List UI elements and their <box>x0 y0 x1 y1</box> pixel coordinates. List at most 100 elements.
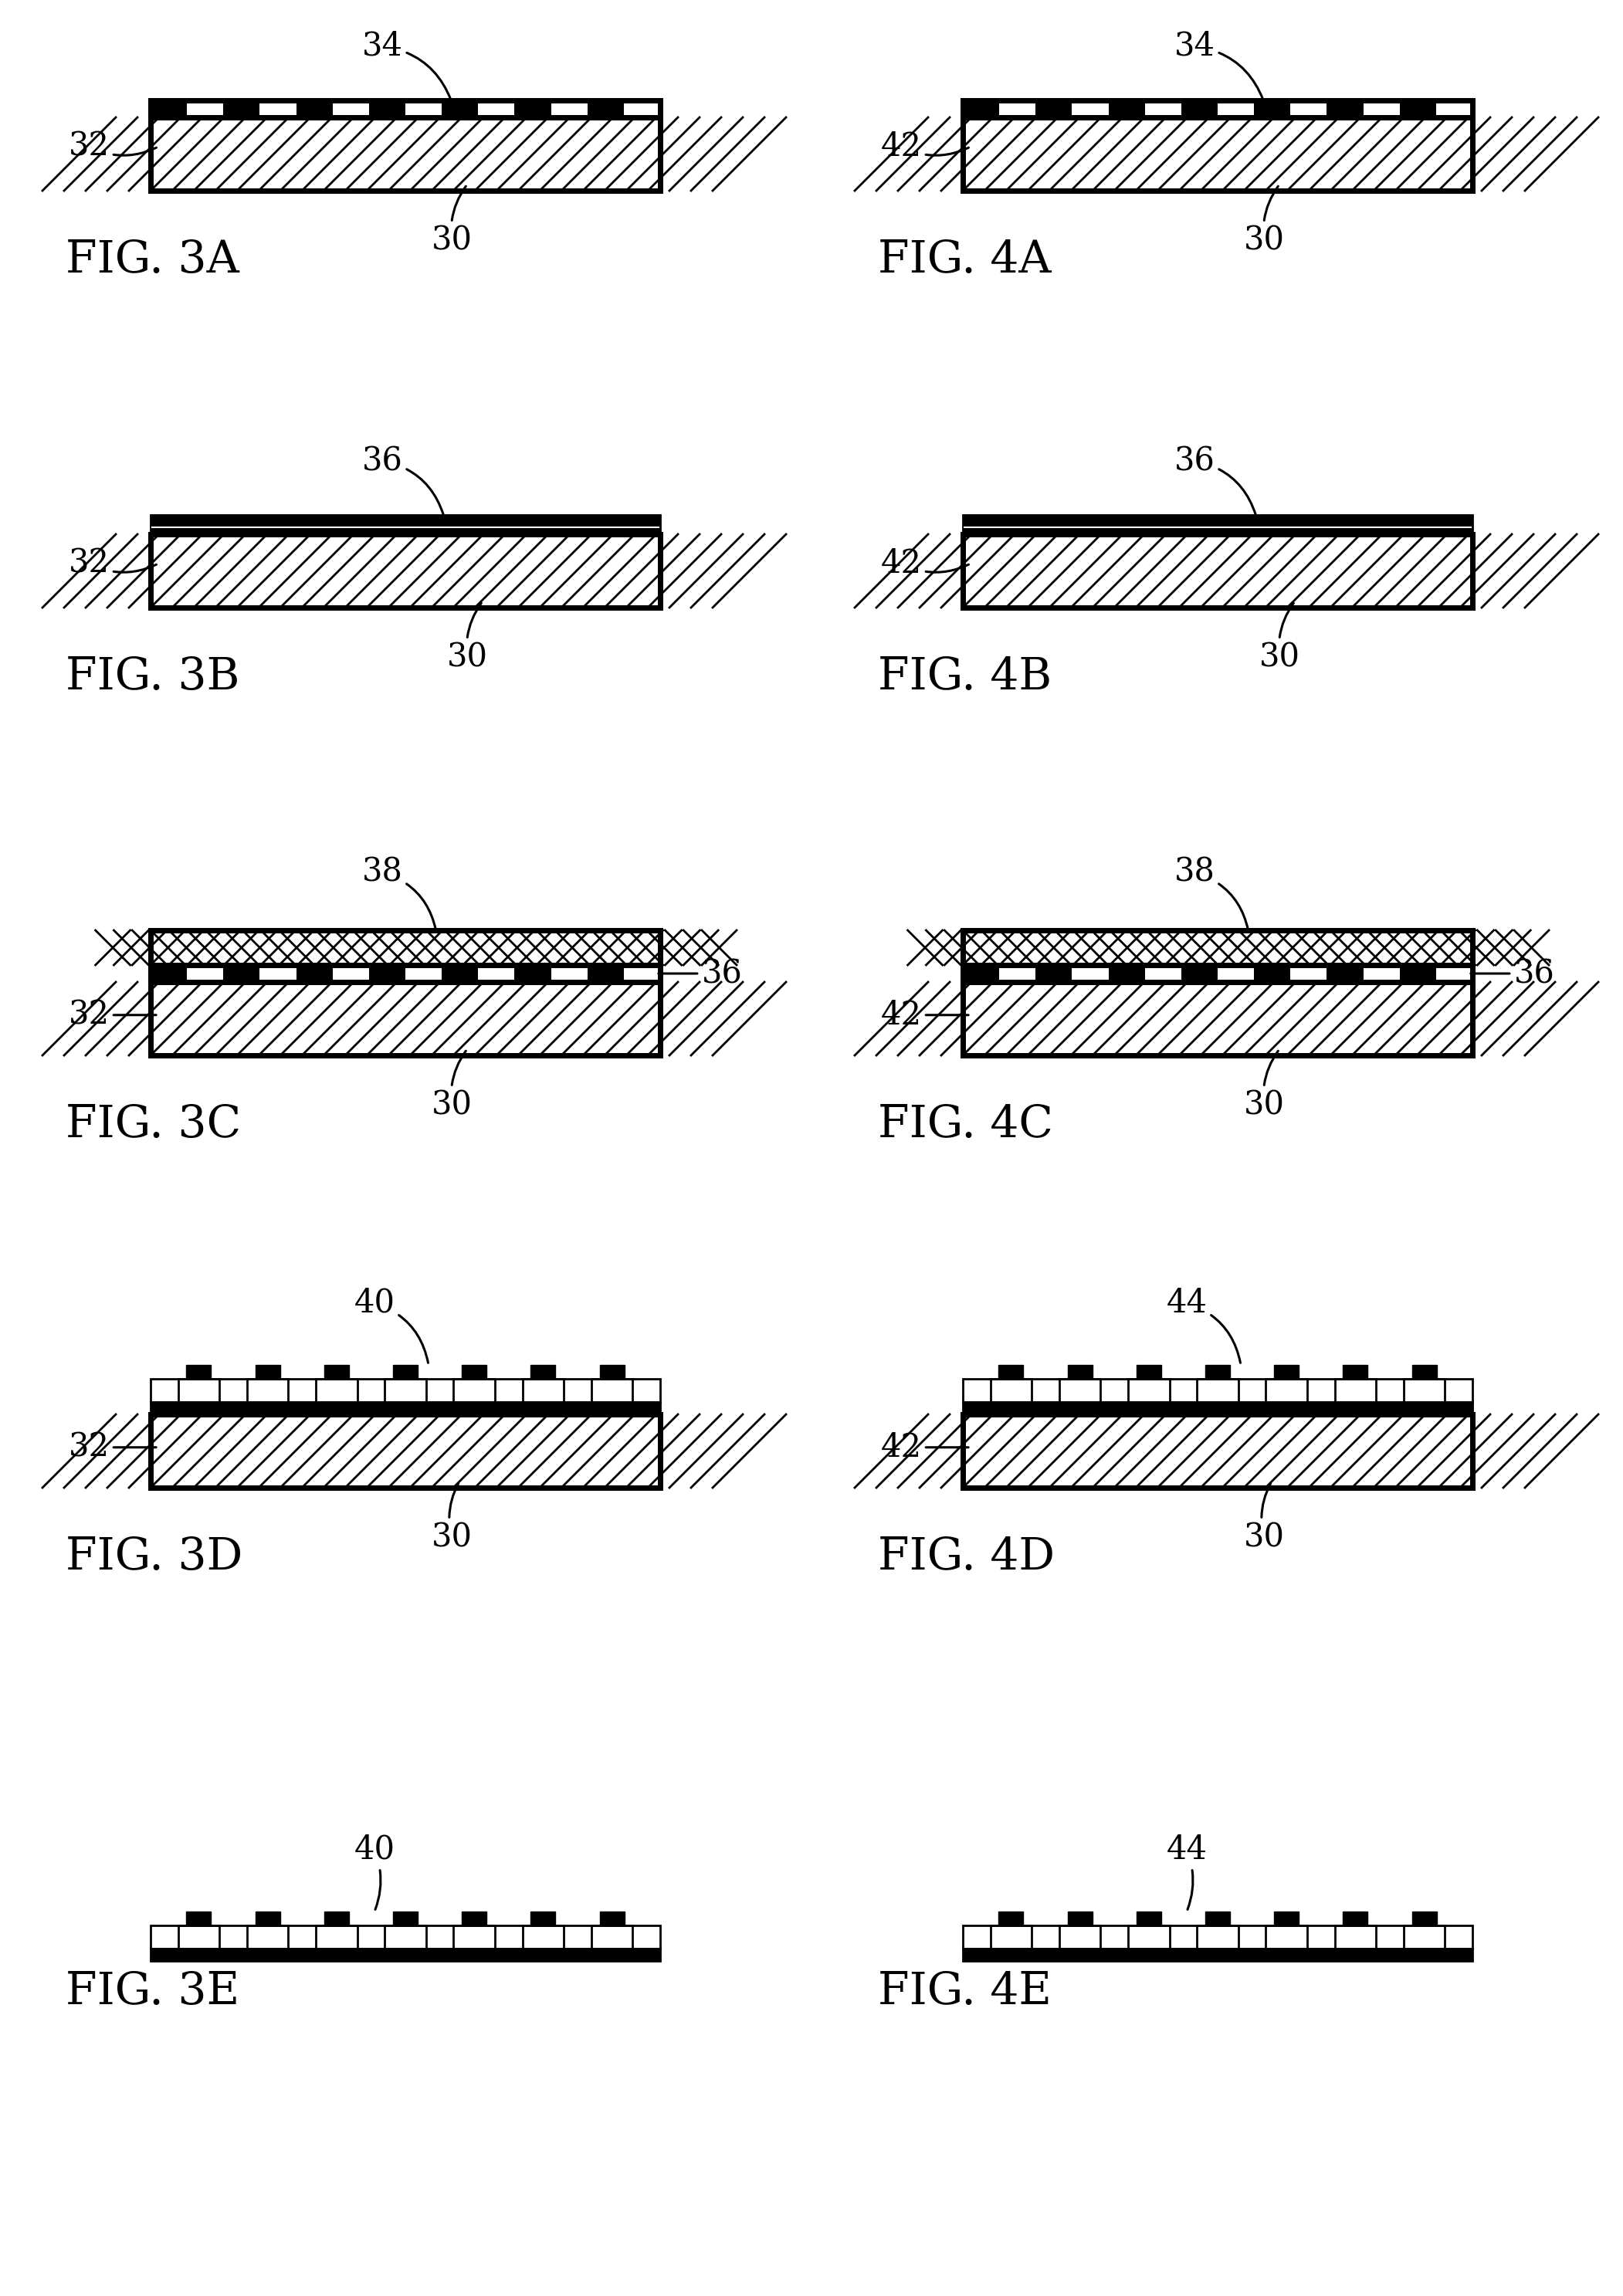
Bar <box>1206 1364 1230 1380</box>
Text: 34: 34 <box>1173 30 1263 101</box>
Bar <box>962 930 1472 964</box>
Bar <box>316 1926 357 1949</box>
Bar <box>962 514 1472 535</box>
Bar <box>151 101 187 117</box>
Bar <box>368 101 406 117</box>
Bar <box>179 1926 219 1949</box>
Text: 30: 30 <box>1243 1052 1284 1123</box>
Bar <box>1198 1926 1238 1949</box>
Bar <box>962 964 1472 983</box>
Bar <box>295 101 333 117</box>
Text: 36: 36 <box>362 445 443 514</box>
Bar <box>463 1913 487 1926</box>
Bar <box>1109 964 1144 983</box>
Bar <box>187 1913 211 1926</box>
Bar <box>1255 101 1290 117</box>
Bar <box>998 1913 1024 1926</box>
Text: 38: 38 <box>362 856 437 930</box>
Bar <box>1328 964 1363 983</box>
Bar <box>179 1380 219 1403</box>
Bar <box>550 101 588 117</box>
Bar <box>1436 964 1472 983</box>
Bar <box>962 964 1472 983</box>
Bar <box>1363 964 1399 983</box>
Bar <box>1328 101 1363 117</box>
Bar <box>1217 101 1255 117</box>
Text: 32: 32 <box>68 999 156 1031</box>
Bar <box>1128 1380 1170 1403</box>
Bar <box>962 1926 1472 1949</box>
Bar <box>1198 1380 1238 1403</box>
Bar <box>1404 1926 1444 1949</box>
Bar <box>325 1364 349 1380</box>
Bar <box>514 964 550 983</box>
Text: 36: 36 <box>1173 445 1256 514</box>
Bar <box>441 101 479 117</box>
Bar <box>1144 964 1182 983</box>
Bar <box>1060 1380 1100 1403</box>
Text: 32: 32 <box>68 131 156 163</box>
Bar <box>1266 1380 1307 1403</box>
Bar <box>187 101 224 117</box>
Text: 32: 32 <box>68 1430 156 1463</box>
Bar <box>588 101 623 117</box>
Bar <box>151 117 661 191</box>
Bar <box>962 535 1472 608</box>
Bar <box>599 1913 625 1926</box>
Bar <box>1412 1364 1436 1380</box>
Bar <box>479 101 514 117</box>
Bar <box>1068 1913 1092 1926</box>
Bar <box>151 535 661 608</box>
Text: 36: 36 <box>1470 957 1555 990</box>
Bar <box>151 1949 661 1961</box>
Bar <box>962 1414 1472 1488</box>
Bar <box>151 1414 661 1488</box>
Bar <box>531 1913 555 1926</box>
Text: 42: 42 <box>881 131 969 163</box>
Bar <box>962 983 1472 1056</box>
Bar <box>151 1414 661 1488</box>
Bar <box>151 101 661 117</box>
Bar <box>151 964 661 983</box>
Bar <box>151 930 661 964</box>
Text: 42: 42 <box>881 1430 969 1463</box>
Text: 44: 44 <box>1167 1288 1240 1364</box>
Bar <box>406 101 441 117</box>
Bar <box>1128 1926 1170 1949</box>
Bar <box>463 1364 487 1380</box>
Bar <box>453 1926 495 1949</box>
Bar <box>151 964 661 983</box>
Bar <box>151 514 661 535</box>
Bar <box>531 1364 555 1380</box>
Text: FIG. 4A: FIG. 4A <box>878 239 1052 282</box>
Text: 36: 36 <box>659 957 742 990</box>
Bar <box>1255 964 1290 983</box>
Text: 30: 30 <box>432 1483 472 1554</box>
Bar <box>1073 964 1109 983</box>
Text: FIG. 4D: FIG. 4D <box>878 1536 1055 1580</box>
Bar <box>962 117 1472 191</box>
Bar <box>316 1380 357 1403</box>
Text: FIG. 3C: FIG. 3C <box>65 1102 242 1146</box>
Bar <box>1206 1913 1230 1926</box>
Bar <box>962 1380 1472 1403</box>
Bar <box>385 1926 425 1949</box>
Bar <box>151 964 187 983</box>
Bar <box>151 535 661 608</box>
Bar <box>1035 964 1073 983</box>
Bar <box>260 964 295 983</box>
Text: FIG. 3A: FIG. 3A <box>65 239 239 282</box>
Bar <box>1412 1913 1436 1926</box>
Text: 30: 30 <box>432 186 472 257</box>
Text: 30: 30 <box>432 1052 472 1123</box>
Bar <box>1399 964 1436 983</box>
Text: 32: 32 <box>68 546 156 581</box>
Text: 40: 40 <box>354 1288 428 1364</box>
Bar <box>333 101 368 117</box>
Bar <box>1436 101 1472 117</box>
Bar <box>255 1364 281 1380</box>
Bar <box>325 1913 349 1926</box>
Text: 30: 30 <box>1243 186 1284 257</box>
Bar <box>1334 1926 1376 1949</box>
Bar <box>1000 101 1035 117</box>
